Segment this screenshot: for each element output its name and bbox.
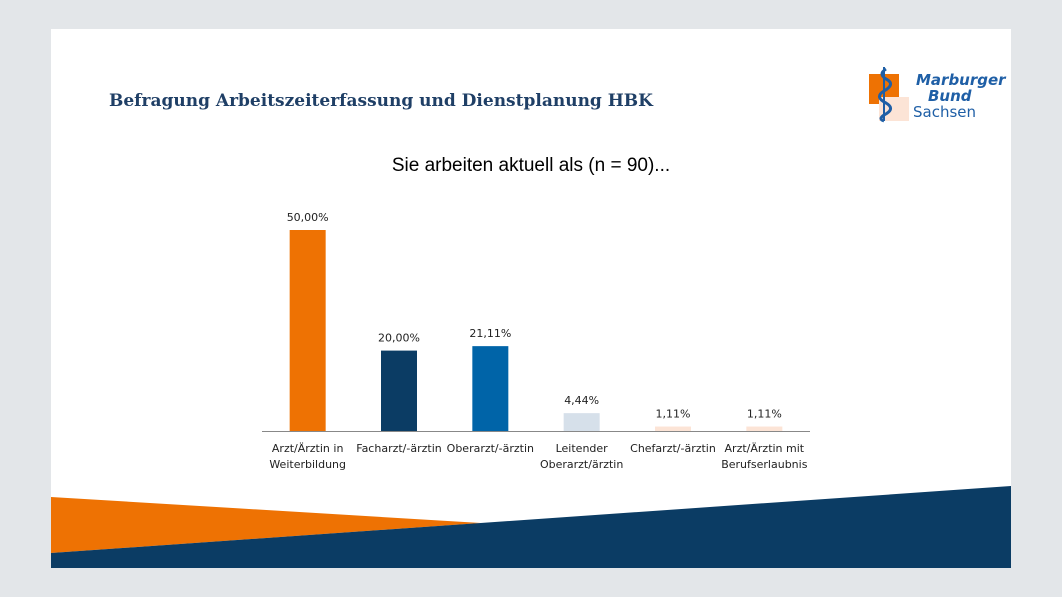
bar xyxy=(746,426,783,431)
data-label: 21,11% xyxy=(469,327,511,340)
category-label: Arzt/Ärztin mit xyxy=(725,442,805,455)
category-label: Berufserlaubnis xyxy=(721,458,807,471)
category-label: Oberarzt/ärztin xyxy=(540,458,623,471)
data-label: 50,00% xyxy=(287,211,329,224)
category-label: Facharzt/-ärztin xyxy=(356,442,442,455)
category-label: Oberarzt/-ärztin xyxy=(447,442,534,455)
bar xyxy=(381,350,417,431)
category-label: Chefarzt/-ärztin xyxy=(630,442,716,455)
category-label: Weiterbildung xyxy=(269,458,346,471)
category-label: Leitender xyxy=(556,442,609,455)
bar xyxy=(472,346,509,431)
data-label: 1,11% xyxy=(656,408,691,421)
bar xyxy=(289,230,326,431)
bar xyxy=(655,426,691,431)
slide: Befragung Arbeitszeiterfassung und Diens… xyxy=(51,29,1011,568)
category-label: Arzt/Ärztin in xyxy=(272,442,344,455)
bar-chart: 50,00% Arzt/Ärztin in Weiterbildung 20,00% F… xyxy=(262,211,810,471)
data-label: 1,11% xyxy=(747,408,782,421)
slide-title: Befragung Arbeitszeiterfassung und Diens… xyxy=(109,91,653,111)
data-label: 4,44% xyxy=(564,394,599,407)
data-label: 20,00% xyxy=(378,332,420,345)
bar xyxy=(563,413,600,431)
chart-title: Sie arbeiten aktuell als (n = 90)... xyxy=(391,155,671,176)
